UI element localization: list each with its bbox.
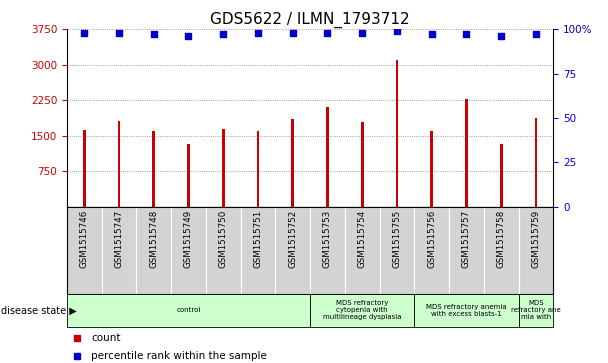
Bar: [136, 207, 171, 294]
Bar: [171, 207, 206, 294]
Title: GDS5622 / ILMN_1793712: GDS5622 / ILMN_1793712: [210, 12, 410, 28]
Point: [427, 32, 437, 37]
Text: count: count: [91, 334, 121, 343]
Text: GSM1515749: GSM1515749: [184, 209, 193, 268]
Text: GSM1515759: GSM1515759: [531, 209, 541, 268]
Text: GSM1515746: GSM1515746: [80, 209, 89, 268]
Point: [253, 30, 263, 36]
Bar: [326, 107, 329, 207]
Bar: [67, 294, 310, 327]
Bar: [345, 207, 379, 294]
Text: GSM1515752: GSM1515752: [288, 209, 297, 268]
Text: MDS
refractory ane
mia with: MDS refractory ane mia with: [511, 300, 561, 321]
Bar: [257, 131, 260, 207]
Bar: [430, 131, 433, 207]
Bar: [153, 131, 155, 207]
Point: [461, 32, 471, 37]
Bar: [519, 294, 553, 327]
Bar: [414, 207, 449, 294]
Text: control: control: [176, 307, 201, 313]
Point: [392, 28, 402, 34]
Bar: [310, 294, 414, 327]
Point: [149, 32, 159, 37]
Bar: [414, 294, 519, 327]
Text: GSM1515750: GSM1515750: [219, 209, 228, 268]
Bar: [396, 60, 398, 207]
Text: GSM1515756: GSM1515756: [427, 209, 436, 268]
Bar: [83, 130, 86, 207]
Bar: [449, 207, 484, 294]
Bar: [310, 207, 345, 294]
Bar: [361, 122, 364, 207]
Bar: [519, 207, 553, 294]
Text: GSM1515754: GSM1515754: [358, 209, 367, 268]
Text: GSM1515758: GSM1515758: [497, 209, 506, 268]
Point: [114, 30, 124, 36]
Text: GSM1515755: GSM1515755: [392, 209, 401, 268]
Text: GSM1515757: GSM1515757: [462, 209, 471, 268]
Bar: [206, 207, 241, 294]
Text: MDS refractory
cytopenia with
multilineage dysplasia: MDS refractory cytopenia with multilinea…: [323, 300, 401, 321]
Text: percentile rank within the sample: percentile rank within the sample: [91, 351, 267, 362]
Bar: [379, 207, 414, 294]
Text: disease state ▶: disease state ▶: [1, 305, 77, 315]
Bar: [117, 121, 120, 207]
Text: GSM1515747: GSM1515747: [114, 209, 123, 268]
Bar: [102, 207, 136, 294]
Bar: [241, 207, 275, 294]
Point: [184, 33, 193, 39]
Point: [80, 30, 89, 36]
Point: [323, 30, 333, 36]
Bar: [187, 144, 190, 207]
Bar: [465, 99, 468, 207]
Bar: [291, 119, 294, 207]
Bar: [500, 144, 503, 207]
Bar: [534, 118, 537, 207]
Text: GSM1515751: GSM1515751: [254, 209, 263, 268]
Text: GSM1515748: GSM1515748: [149, 209, 158, 268]
Bar: [275, 207, 310, 294]
Point: [288, 30, 297, 36]
Text: GSM1515753: GSM1515753: [323, 209, 332, 268]
Point: [531, 32, 541, 37]
Point: [496, 33, 506, 39]
Bar: [484, 207, 519, 294]
Point: [218, 32, 228, 37]
Text: MDS refractory anemia
with excess blasts-1: MDS refractory anemia with excess blasts…: [426, 304, 506, 317]
Point: [358, 30, 367, 36]
Bar: [67, 207, 102, 294]
Bar: [222, 129, 224, 207]
